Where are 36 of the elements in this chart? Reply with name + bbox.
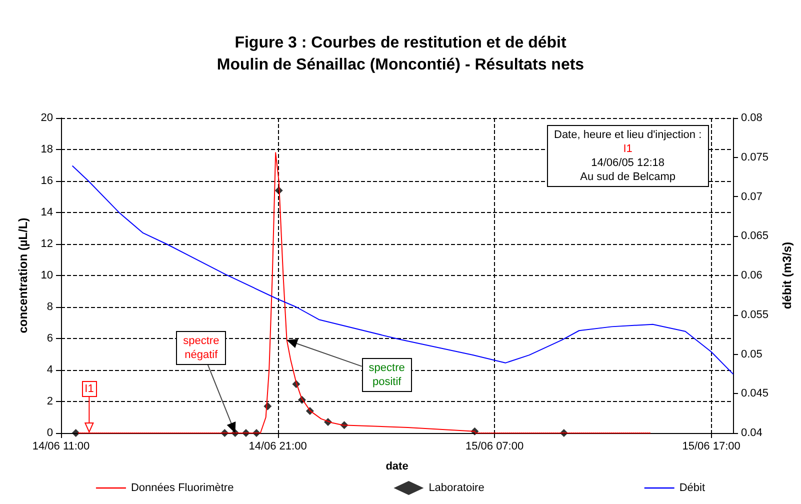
y2-tick-label: 0.07 (741, 190, 762, 203)
y-tick-label: 20 (40, 112, 53, 124)
y2-tick-label: 0.05 (741, 348, 762, 360)
y2-tick-label: 0.045 (741, 388, 769, 400)
legend-label: Données Fluorimètre (130, 482, 234, 494)
y-tick-label: 18 (40, 144, 53, 156)
legend-label: Débit (679, 482, 706, 494)
y2-tick-label: 0.04 (741, 427, 762, 439)
x-tick-label: 14/06 11:00 (32, 440, 90, 452)
y2-tick-label: 0.055 (741, 308, 769, 321)
chart-subtitle: Moulin de Sénaillac (Moncontié) - Résultats nets (216, 56, 584, 74)
x-tick-label: 15/06 07:00 (465, 440, 524, 452)
x-tick-label: 14/06 21:00 (248, 440, 307, 452)
y2-tick-label: 0.08 (741, 112, 762, 124)
y2-tick-label: 0.075 (741, 151, 769, 164)
annotation: spectre positif (368, 361, 405, 390)
y-tick-label: 4 (46, 364, 53, 376)
annotation: spectre négatif (183, 334, 220, 362)
x-axis-title: date (386, 460, 408, 472)
y2-axis-title: débit (m3/s) (780, 242, 794, 310)
y-tick-label: 0 (46, 427, 53, 439)
y2-tick-label: 0.065 (741, 230, 769, 242)
y-tick-label: 12 (40, 238, 53, 250)
chart-title: Figure 3 : Courbes de restitution et de débit (234, 34, 567, 52)
legend-label: Laboratoire (428, 482, 484, 494)
y-tick-label: 16 (40, 175, 53, 187)
y-tick-label: 6 (46, 332, 53, 344)
x-tick-label: 15/06 17:00 (682, 440, 740, 452)
y-tick-label: 8 (46, 301, 53, 313)
annotation: Date, heure et lieu d'injection : I1 14/06/05 12:18 Au sud de Belcamp (554, 128, 702, 184)
y-tick-label: 14 (40, 206, 53, 218)
y-tick-label: 2 (46, 396, 53, 408)
y-axis-title: concentration (µL/L) (16, 218, 30, 334)
y-tick-label: 10 (40, 270, 53, 282)
y2-tick-label: 0.06 (741, 270, 762, 282)
annotation: I1 (84, 382, 94, 396)
